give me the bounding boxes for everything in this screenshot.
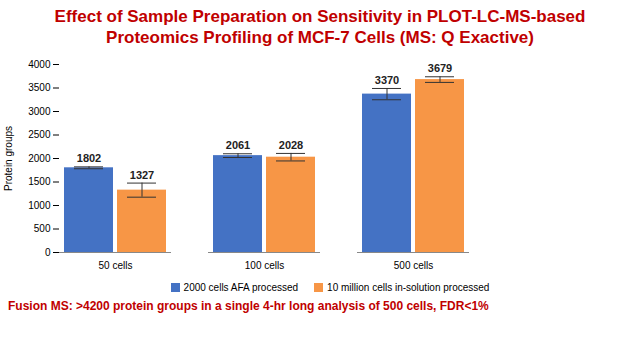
- svg-text:2000: 2000: [28, 153, 51, 164]
- svg-text:100 cells: 100 cells: [245, 260, 284, 271]
- svg-text:2500: 2500: [28, 129, 51, 140]
- html-text:10 million cells in-solution p: 10 million cells in-solution processed: [327, 282, 490, 293]
- svg-text:50 cells: 50 cells: [99, 260, 133, 271]
- svg-text:2061: 2061: [226, 139, 250, 151]
- svg-text:2028: 2028: [279, 139, 303, 151]
- svg-text:3679: 3679: [428, 62, 452, 74]
- svg-text:1000: 1000: [28, 200, 51, 211]
- svg-text:500: 500: [34, 223, 51, 234]
- svg-text:500 cells: 500 cells: [394, 260, 433, 271]
- svg-text:Protein groups: Protein groups: [3, 126, 14, 191]
- svg-text:3000: 3000: [28, 106, 51, 117]
- svg-text:1500: 1500: [28, 176, 51, 187]
- html-text:Proteomics Profiling of MCF-7: Proteomics Profiling of MCF-7 Cells (MS:…: [106, 28, 534, 47]
- html-text:Fusion MS: >4200 protein group: Fusion MS: >4200 protein groups in a sin…: [8, 299, 489, 313]
- html-text:2000 cells AFA processed: 2000 cells AFA processed: [183, 282, 299, 293]
- svg-text:1327: 1327: [130, 169, 154, 181]
- html-text:Effect of Sample Preparation o: Effect of Sample Preparation on Sensitiv…: [54, 7, 586, 26]
- svg-text:3500: 3500: [28, 82, 51, 93]
- svg-text:3370: 3370: [375, 74, 399, 86]
- svg-text:1802: 1802: [77, 152, 101, 164]
- svg-text:4000: 4000: [28, 59, 51, 70]
- svg-text:0: 0: [45, 247, 51, 258]
